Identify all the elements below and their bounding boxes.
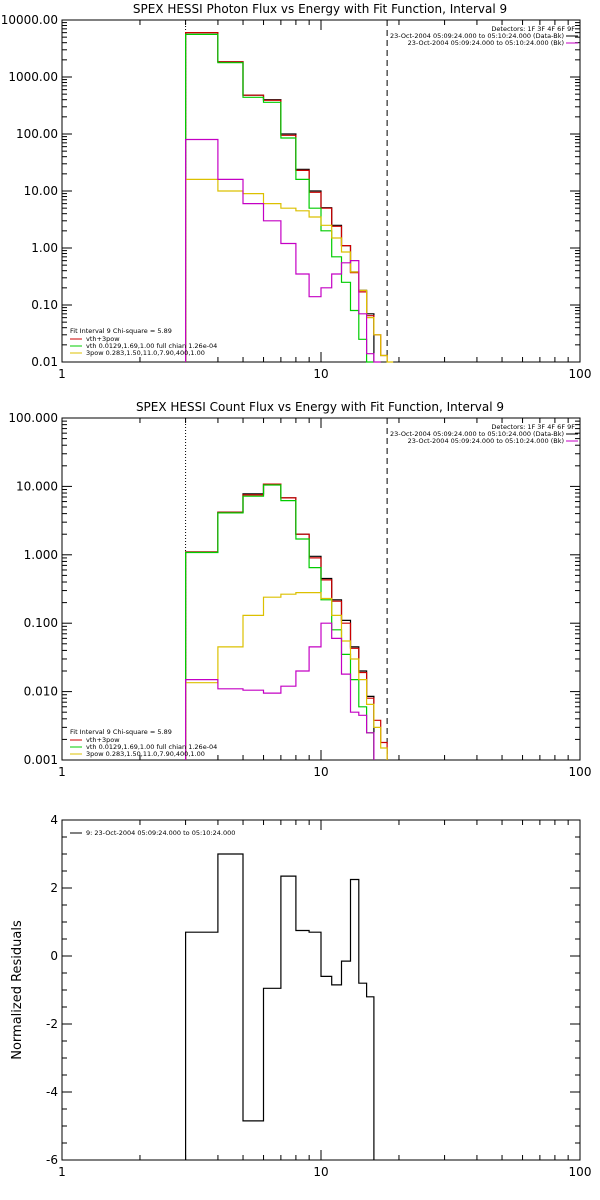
y-tick-label: 100.00	[16, 127, 58, 141]
count-flux-energy-markers	[185, 418, 388, 760]
y-tick-label: -6	[46, 1153, 58, 1167]
series-background	[185, 138, 381, 363]
y-tick-label: 0.01	[31, 355, 58, 369]
y-tick-label: 1000.00	[8, 70, 58, 84]
count-flux-series	[185, 483, 388, 760]
x-tick-label: 1	[58, 367, 66, 381]
x-tick-label: 100	[569, 765, 592, 779]
y-tick-label: 2	[50, 881, 58, 895]
series-thermal	[185, 484, 375, 760]
count-flux-legend: Fit Interval 9 Chi-square = 5.89 vth+3po…	[70, 728, 217, 758]
y-tick-label: 0.010	[24, 685, 58, 699]
series-background	[185, 622, 375, 760]
y-tick-label: 100.000	[8, 411, 58, 425]
x-tick-label: 1	[58, 1165, 66, 1179]
legend-label-residuals: 9: 23-Oct-2004 05:09:24.000 to 05:10:24.…	[86, 829, 235, 837]
photon-flux-panel: SPEX HESSI Photon Flux vs Energy with Fi…	[1, 2, 592, 381]
count-flux-panel: SPEX HESSI Count Flux vs Energy with Fit…	[8, 400, 591, 779]
y-tick-label: 1.00	[31, 241, 58, 255]
count-flux-ticks: 1 10 100 0.001 0.010 0.100 1.000 10.000 100.000	[8, 411, 591, 779]
x-tick-label: 10	[313, 1165, 328, 1179]
y-tick-label: 10.000	[16, 479, 58, 493]
y-tick-label: 10.00	[24, 184, 58, 198]
series-powerlaw	[185, 178, 394, 363]
residuals-series	[185, 853, 375, 1160]
residuals-legend: 9: 23-Oct-2004 05:09:24.000 to 05:10:24.…	[70, 829, 235, 837]
info-background-interval: 23-Oct-2004 05:09:24.000 to 05:10:24.000…	[408, 39, 564, 47]
series-total	[185, 483, 388, 760]
residuals-panel: Normalized Residuals 1 10 100 -6 -4 -2 0 2 4 9: …	[10, 813, 591, 1179]
photon-flux-series	[185, 32, 394, 363]
y-tick-label: 0.001	[24, 753, 58, 767]
fit-chi-square-label: Fit Interval 9 Chi-square = 5.89	[70, 327, 172, 335]
y-tick-label: 0	[50, 949, 58, 963]
y-tick-label: 0.10	[31, 298, 58, 312]
series-total	[185, 32, 388, 362]
photon-flux-legend: Fit Interval 9 Chi-square = 5.89 vth+3po…	[70, 327, 217, 357]
info-detectors: Detectors: 1F 3F 4F 6F 9F	[491, 423, 575, 431]
residuals-ticks: 1 10 100 -6 -4 -2 0 2 4	[46, 813, 591, 1179]
residuals-plot-frame	[61, 819, 581, 1161]
y-tick-label: 10000.00	[1, 13, 58, 27]
y-tick-label: 1.000	[24, 548, 58, 562]
series-residuals	[185, 853, 375, 1160]
info-data-interval: 23-Oct-2004 05:09:24.000 to 05:10:24.000…	[390, 430, 564, 438]
y-tick-label: -4	[46, 1085, 58, 1099]
residuals-y-axis-label: Normalized Residuals	[10, 920, 25, 1060]
series-data	[185, 32, 375, 362]
photon-flux-title: SPEX HESSI Photon Flux vs Energy with Fi…	[133, 2, 507, 16]
info-detectors: Detectors: 1F 3F 4F 6F 9F	[491, 25, 575, 33]
x-tick-label: 100	[569, 1165, 592, 1179]
series-powerlaw	[185, 592, 388, 760]
x-tick-label: 10	[313, 765, 328, 779]
legend-label-total: vth+3pow	[86, 736, 120, 744]
photon-flux-info-box: Detectors: 1F 3F 4F 6F 9F 23-Oct-2004 05…	[390, 25, 578, 47]
y-tick-label: 0.100	[24, 616, 58, 630]
count-flux-info-box: Detectors: 1F 3F 4F 6F 9F 23-Oct-2004 05…	[390, 423, 578, 445]
legend-label-powerlaw: 3pow 0.283,1.50,11.0,7.90,400,1.00	[86, 750, 205, 758]
count-flux-title: SPEX HESSI Count Flux vs Energy with Fit…	[136, 400, 504, 414]
series-data	[185, 483, 375, 760]
legend-label-thermal: vth 0.0129,1.69,1.00 full chian 1.26e-04	[86, 743, 217, 751]
legend-label-thermal: vth 0.0129,1.69,1.00 full chian 1.26e-04	[86, 342, 217, 350]
photon-flux-ticks: 1 10 100 0.01 0.10 1.00 10.00 100.00 1000.00 1000…	[1, 13, 592, 381]
series-thermal	[185, 33, 374, 363]
x-tick-label: 10	[313, 367, 328, 381]
x-tick-label: 100	[569, 367, 592, 381]
legend-label-powerlaw: 3pow 0.283,1.50,11.0,7.90,400,1.00	[86, 349, 205, 357]
x-tick-label: 1	[58, 765, 66, 779]
info-data-interval: 23-Oct-2004 05:09:24.000 to 05:10:24.000…	[390, 32, 564, 40]
info-background-interval: 23-Oct-2004 05:09:24.000 to 05:10:24.000…	[408, 437, 564, 445]
fit-chi-square-label: Fit Interval 9 Chi-square = 5.89	[70, 728, 172, 736]
legend-label-total: vth+3pow	[86, 335, 120, 343]
y-tick-label: 4	[50, 813, 58, 827]
y-tick-label: -2	[46, 1017, 58, 1031]
